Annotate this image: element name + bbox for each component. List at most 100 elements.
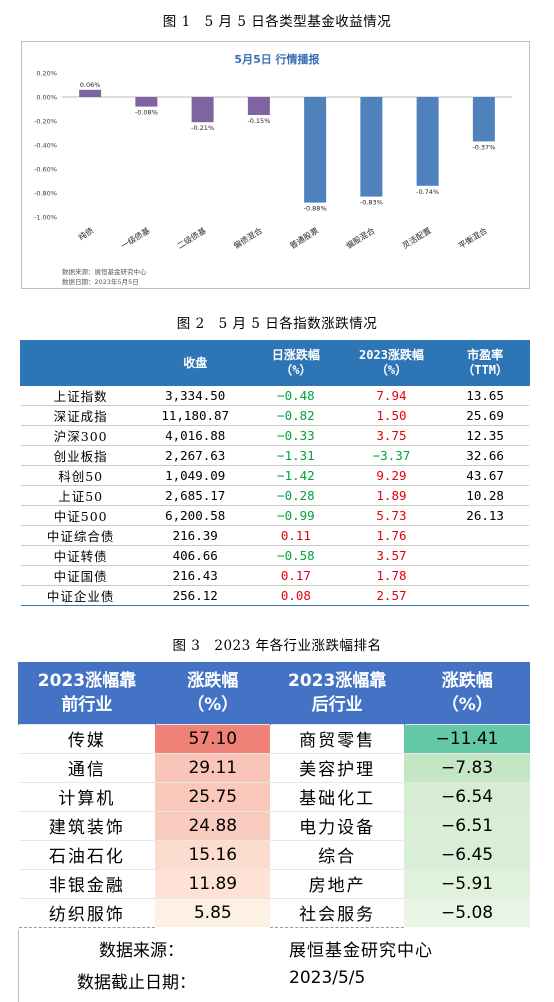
- industry-table-header: 2023涨幅靠 前行业 涨跌幅 （%） 2023涨幅靠 后行业 涨跌幅 （%）: [18, 662, 530, 724]
- y-tick-label: 0.00%: [36, 94, 57, 102]
- bar: [360, 97, 383, 197]
- bottom-industry-change: −5.91: [404, 868, 530, 898]
- industry-header-cell: 2023涨幅靠 前行业: [18, 662, 156, 724]
- index-pe: [441, 585, 529, 606]
- bar: [79, 89, 102, 97]
- index-pe: [441, 545, 529, 566]
- bar-value-label: -0.88%: [304, 205, 327, 213]
- index-close: 4,016.88: [140, 425, 251, 446]
- top-industry-change: 57.10: [155, 723, 271, 753]
- bottom-industry-name: 房地产: [270, 868, 405, 899]
- index-close: 2,267.63: [140, 445, 251, 466]
- top-industry-change: 25.75: [155, 781, 271, 811]
- index-pe: 10.28: [441, 485, 529, 506]
- top-industry-change: 24.88: [155, 810, 271, 840]
- index-close: 256.12: [140, 585, 251, 606]
- chart-source: 数据来源：展恒基金研究中心: [62, 267, 147, 276]
- index-name: 沪深300: [21, 425, 141, 446]
- index-name: 上证指数: [21, 385, 141, 406]
- index-ytd-change: −3.37: [341, 445, 442, 466]
- bar-value-label: -0.21%: [191, 124, 214, 132]
- index-ytd-change: 1.50: [341, 405, 442, 426]
- bottom-industry-name: 商贸零售: [270, 723, 405, 754]
- index-ytd-change: 3.75: [341, 425, 442, 446]
- x-category-label: 偏股混合: [344, 225, 376, 250]
- index-day-change: −0.33: [250, 425, 342, 446]
- bar: [304, 97, 327, 203]
- table-row: 上证50 2,685.17 −0.28 1.89 10.28: [21, 485, 529, 506]
- y-tick-label: -0.60%: [34, 166, 57, 174]
- index-pe: 13.65: [441, 385, 529, 406]
- top-industry-name: 通信: [18, 752, 156, 783]
- index-pe: 32.66: [441, 445, 529, 466]
- fund-return-chart: 5月5日 行情播报 0.20% 0.00% -0.20% -0.40% -0.60% -0…: [21, 41, 530, 289]
- bottom-industry-change: −6.51: [404, 810, 530, 840]
- x-category-label: 纯债: [76, 225, 95, 242]
- index-name: 中证企业债: [21, 585, 141, 606]
- bar-value-label: -0.74%: [416, 188, 439, 196]
- table-row: 中证转债 406.66 −0.58 3.57: [21, 545, 529, 566]
- x-category-label: 灵活配置: [400, 225, 432, 250]
- industry-header-cell: 涨跌幅 （%）: [154, 662, 271, 724]
- table-row: 中证综合债 216.39 0.11 1.76: [21, 525, 529, 546]
- source-label: 数据来源：: [99, 941, 184, 961]
- table-row: 沪深300 4,016.88 −0.33 3.75 12.35: [21, 425, 529, 446]
- index-close: 11,180.87: [140, 405, 251, 426]
- index-header-cell: 日涨跌幅 （%）: [249, 340, 343, 386]
- chart-date: 数据日期：2023年5月5日: [62, 277, 139, 286]
- index-day-change: −0.99: [250, 505, 342, 526]
- bottom-industry-change: −7.83: [404, 752, 530, 782]
- y-tick-label: -0.20%: [34, 118, 57, 126]
- index-day-change: 0.17: [250, 565, 342, 586]
- date-value: 2023/5/5: [289, 968, 366, 988]
- bottom-industry-name: 基础化工: [270, 781, 405, 812]
- index-ytd-change: 3.57: [341, 545, 442, 566]
- bottom-industry-change: −5.08: [404, 897, 530, 927]
- index-name: 深证成指: [21, 405, 141, 426]
- top-industry-name: 建筑装饰: [18, 810, 156, 841]
- index-name: 中证转债: [21, 545, 141, 566]
- fig3-caption: 图 3 2023 年各行业涨跌幅排名: [172, 638, 382, 654]
- bar: [472, 97, 495, 142]
- index-ytd-change: 1.78: [341, 565, 442, 586]
- bar: [135, 97, 158, 107]
- index-pe: 43.67: [441, 465, 529, 486]
- index-close: 6,200.58: [140, 505, 251, 526]
- table-row: 中证500 6,200.58 −0.99 5.73 26.13: [21, 505, 529, 526]
- index-table: 收盘 日涨跌幅 （%） 2023涨跌幅 （%） 市盈率 （TTM） 上证指数 3,334.50…: [19, 340, 530, 606]
- bottom-industry-change: −6.54: [404, 781, 530, 811]
- index-ytd-change: 2.57: [341, 585, 442, 606]
- bottom-industry-change: −6.45: [404, 839, 530, 869]
- y-tick-label: -1.00%: [34, 214, 57, 222]
- index-ytd-change: 1.76: [341, 525, 442, 546]
- top-industry-change: 11.89: [155, 868, 271, 898]
- index-close: 2,685.17: [140, 485, 251, 506]
- index-ytd-change: 7.94: [341, 385, 442, 406]
- index-close: 216.43: [140, 565, 251, 586]
- index-name: 创业板指: [21, 445, 141, 466]
- fig3-source-block: 数据来源： 展恒基金研究中心 数据截止日期： 2023/5/5: [18, 930, 530, 1002]
- fund-return-chart-svg: 5月5日 行情播报 0.20% 0.00% -0.20% -0.40% -0.60% -0…: [34, 52, 512, 286]
- table-row: 计算机 25.75 基础化工 −6.54: [18, 781, 530, 812]
- y-tick-label: -0.80%: [34, 190, 57, 198]
- index-ytd-change: 1.89: [341, 485, 442, 506]
- index-day-change: 0.08: [250, 585, 342, 606]
- industry-header-cell: 涨跌幅 （%）: [403, 662, 530, 724]
- y-tick-label: 0.20%: [36, 70, 57, 78]
- fig2-caption: 图 2 5 月 5 日各指数涨跌情况: [176, 316, 378, 332]
- index-name: 中证综合债: [21, 525, 141, 546]
- x-category-label: 普通股票: [288, 225, 320, 250]
- bottom-industry-change: −11.41: [404, 723, 530, 753]
- industry-header-cell: 2023涨幅靠 后行业: [269, 662, 405, 724]
- bar: [416, 97, 439, 186]
- top-industry-change: 15.16: [155, 839, 271, 869]
- index-day-change: −0.58: [250, 545, 342, 566]
- table-row: 中证企业债 256.12 0.08 2.57: [21, 585, 529, 606]
- source-value: 展恒基金研究中心: [289, 941, 433, 961]
- bottom-industry-name: 综合: [270, 839, 405, 870]
- bottom-industry-name: 社会服务: [270, 897, 405, 928]
- index-name: 中证国债: [21, 565, 141, 586]
- bar-value-label: -0.37%: [472, 143, 495, 151]
- table-row: 非银金融 11.89 房地产 −5.91: [18, 868, 530, 899]
- index-ytd-change: 9.29: [341, 465, 442, 486]
